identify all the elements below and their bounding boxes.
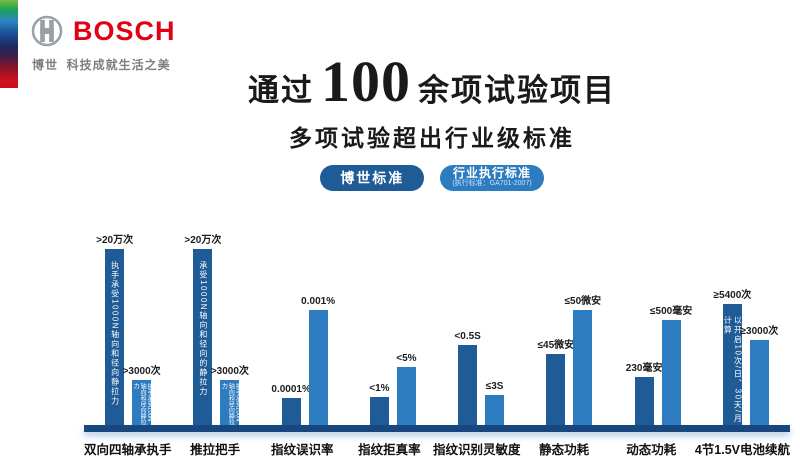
industry-bar [308, 309, 328, 425]
bosch-value-label: ≥5400次 [713, 289, 752, 301]
brand-tagline: 博世 科技成就生活之美 [32, 58, 171, 72]
title-suffix: 余项试验项目 [418, 73, 616, 108]
bosch-supergraphic-stripe [0, 0, 18, 88]
bosch-bar: 以开启10次/日、30天/月计算 [722, 303, 742, 425]
bar-group: >20万次 执手承受1000N轴向和径向静拉力 >3000次 执手承受100N轴… [84, 233, 172, 425]
bosch-value-label: >20万次 [96, 234, 134, 246]
legend-bosch-standard: 博世标准 [320, 164, 425, 191]
legend-bosch-label: 博世标准 [340, 169, 405, 186]
category-label: 静态功耗 [539, 442, 590, 457]
industry-bar-note: 把手承受100N轴向和径向静拉力 [220, 382, 240, 425]
bosch-value-label: 230毫安 [625, 362, 663, 374]
bar-group: >20万次 承受1000N轴向和径向的静拉力 >3000次 把手承受100N轴向… [172, 233, 260, 425]
category-label: 推拉把手 [190, 442, 241, 457]
bar-group: <1% <5% [349, 233, 437, 425]
bar-group: ≤45微安 ≤50微安 [525, 233, 613, 425]
bosch-bar-column: <0.5S [454, 331, 481, 425]
headline-block: 通过 100 余项试验项目 多项试验超出行业级标准 博世标准 行业执行标准 (执… [0, 0, 800, 191]
category-label: 指纹识别灵敏度 [432, 442, 521, 457]
bosch-bar [458, 344, 478, 425]
bar-group: <0.5S ≤3S [437, 233, 525, 425]
bosch-bar [369, 396, 389, 425]
bosch-value-label: ≤45微安 [537, 339, 575, 351]
industry-value-label: ≤3S [485, 380, 504, 392]
bosch-bar [281, 397, 301, 425]
bosch-bar [546, 353, 566, 425]
industry-value-label: <5% [396, 352, 417, 364]
category-label: 双向四轴承执手 [84, 442, 172, 457]
industry-bar-column: >3000次 把手承受100N轴向和径向静拉力 [211, 362, 249, 425]
bosch-bar-column: 0.0001% [271, 384, 311, 425]
bosch-bar-note: 以开启10次/日、30天/月计算 [723, 315, 742, 424]
bar-group: 0.0001% 0.001% [261, 233, 349, 425]
bars-row: >20万次 执手承受1000N轴向和径向静拉力 >3000次 执手承受100N轴… [84, 233, 790, 425]
chart-baseline [84, 424, 790, 432]
page-subtitle: 多项试验超出行业级标准 [289, 124, 575, 151]
industry-bar-column: >3000次 执手承受100N轴向和径向静拉力 [123, 362, 161, 425]
industry-value-label: 0.001% [301, 295, 336, 307]
industry-value-label: >3000次 [122, 365, 161, 377]
legend-industry-standard: 行业执行标准 (执行标准：GA701-2007) [440, 164, 544, 191]
page-title: 通过 100 余项试验项目 [64, 49, 800, 114]
bosch-value-label: 0.0001% [271, 383, 311, 395]
industry-bar-note: 执手承受100N轴向和径向静拉力 [132, 382, 152, 425]
legend-industry-sublabel: (执行标准：GA701-2007) [452, 180, 532, 188]
title-number: 100 [321, 49, 411, 114]
category-label: 指纹拒真率 [358, 442, 421, 457]
industry-bar-column: <5% [396, 352, 417, 425]
industry-bar [749, 339, 769, 425]
bosch-armature-icon [30, 14, 64, 48]
bosch-bar [634, 376, 654, 425]
bosch-bar-column: <1% [369, 382, 390, 425]
bosch-bar-column: >20万次 执手承受1000N轴向和径向静拉力 [96, 231, 133, 425]
industry-value-label: >3000次 [210, 365, 249, 377]
bosch-bar-column: 230毫安 [626, 359, 662, 425]
bosch-wordmark: BOSCH [73, 15, 176, 46]
bosch-bar-note: 承受1000N轴向和径向的静拉力 [198, 260, 208, 397]
industry-bar [396, 366, 416, 425]
category-label: 动态功耗 [626, 442, 677, 457]
category-label: 指纹误识率 [270, 442, 334, 457]
industry-value-label: ≥3000次 [740, 325, 779, 337]
industry-bar [485, 394, 505, 425]
industry-bar-column: ≤3S [485, 381, 505, 425]
bar-group: 230毫安 ≤500毫安 [614, 233, 702, 425]
bar-group: ≥5400次 以开启10次/日、30天/月计算 ≥3000次 [702, 233, 790, 425]
category-label: 4节1.5V电池续航 [694, 442, 790, 457]
industry-value-label: ≤50微安 [564, 295, 602, 307]
chart-legend: 博世标准 行业执行标准 (执行标准：GA701-2007) [64, 164, 800, 191]
bosch-bar: 承受1000N轴向和径向的静拉力 [193, 248, 213, 425]
bosch-value-label: <0.5S [454, 330, 481, 342]
brand-header: BOSCH [30, 14, 176, 48]
bosch-bar-column: ≥5400次 以开启10次/日、30天/月计算 [714, 286, 751, 425]
bosch-value-label: <1% [369, 382, 390, 394]
category-labels-row: 双向四轴承执手 推拉把手 指纹误识率 指纹拒真率 指纹识别灵敏度 静态功耗 动态功耗 4节1.… [84, 439, 790, 458]
bosch-bar-note: 执手承受1000N轴向和径向静拉力 [110, 260, 120, 406]
industry-bar-column: ≤50微安 [565, 292, 601, 425]
industry-value-label: ≤500毫安 [650, 305, 693, 317]
industry-bar: 执手承受100N轴向和径向静拉力 [132, 379, 152, 425]
industry-bar [573, 309, 593, 425]
title-prefix: 通过 [248, 73, 314, 108]
bosch-bar-column: ≤45微安 [538, 336, 574, 425]
industry-bar-column: 0.001% [301, 296, 335, 425]
industry-bar-column: ≤500毫安 [650, 302, 692, 425]
bar-chart: >20万次 执手承受1000N轴向和径向静拉力 >3000次 执手承受100N轴… [84, 233, 790, 458]
legend-industry-label: 行业执行标准 [452, 166, 531, 181]
industry-bar [661, 319, 681, 425]
industry-bar: 把手承受100N轴向和径向静拉力 [220, 379, 240, 425]
bosch-bar: 执手承受1000N轴向和径向静拉力 [105, 248, 125, 425]
bosch-value-label: >20万次 [184, 234, 222, 246]
bosch-bar-column: >20万次 承受1000N轴向和径向的静拉力 [184, 231, 221, 425]
industry-bar-column: ≥3000次 [741, 322, 778, 425]
